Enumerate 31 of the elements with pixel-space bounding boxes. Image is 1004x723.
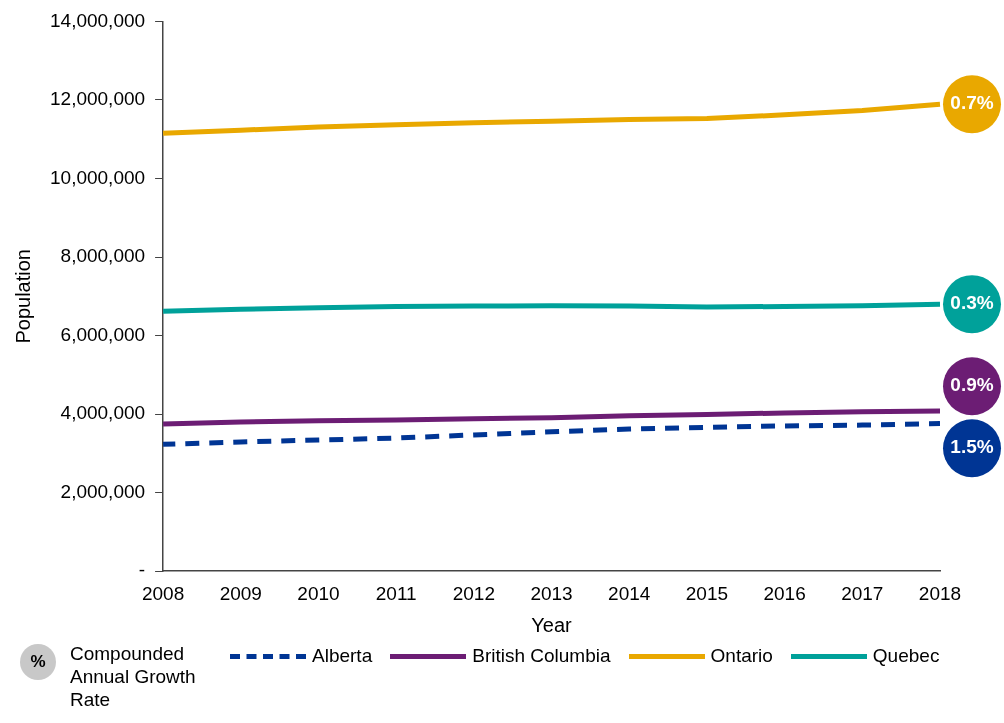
x-tick-label: 2018	[918, 582, 962, 604]
text: %	[20, 644, 56, 680]
y-tick-label: -	[138, 559, 146, 581]
x-tick-label: 2011	[375, 582, 417, 604]
x-axis-title: Year	[531, 613, 573, 636]
x-tick-label: 2009	[219, 582, 262, 604]
y-tick-label: 4,000,000	[60, 402, 146, 424]
x-tick-label: 2016	[763, 582, 806, 604]
legend-title: Compounded Annual Growth Rate	[70, 642, 197, 711]
annotation: 1.5%	[950, 436, 994, 458]
y-tick-label: 14,000,000	[50, 9, 146, 31]
legend-label: Alberta	[312, 645, 373, 667]
annotation: 0.3%	[950, 292, 994, 314]
x-tick-label: 2013	[530, 582, 573, 604]
y-axis-title: Population	[11, 249, 34, 344]
legend-label: British Columbia	[472, 645, 611, 667]
y-tick-label: 12,000,000	[50, 88, 146, 110]
legend-label: Quebec	[872, 645, 940, 667]
x-tick-label: 2010	[297, 582, 340, 604]
y-tick-label: 10,000,000	[50, 166, 146, 188]
y-tick-label: 8,000,000	[60, 245, 146, 267]
x-tick-label: 2015	[685, 582, 729, 604]
x-tick-label: 2008	[141, 582, 185, 604]
y-tick-label: 2,000,000	[60, 480, 146, 502]
x-tick-label: 2012	[452, 582, 495, 604]
legend-label: Ontario	[710, 645, 773, 667]
x-tick-label: 2014	[608, 582, 651, 604]
x-tick-label: 2017	[841, 582, 884, 604]
y-tick-label: 6,000,000	[60, 323, 146, 345]
annotation: 0.9%	[950, 374, 994, 396]
annotation: 0.7%	[950, 92, 994, 114]
